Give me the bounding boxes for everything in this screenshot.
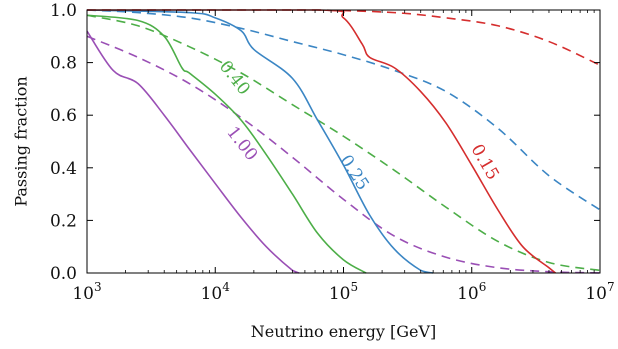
- tick-layer: 103 104 105 106 107 0.0 0.2 0.4 0.6 0.8 1.0: [50, 1, 615, 304]
- x-tick-label: 105: [329, 280, 358, 304]
- x-tick-label: 107: [585, 280, 614, 304]
- series-line-6-dashed: [86, 9, 601, 211]
- y-tick-label: 1.0: [50, 1, 77, 21]
- series-line-5-solid: [86, 9, 434, 274]
- series-line-7-solid: [86, 9, 557, 274]
- y-tick-label: 0.6: [50, 106, 77, 126]
- series-line-1-solid: [86, 30, 300, 274]
- x-tick-label: 103: [72, 280, 101, 304]
- y-tick-label: 0.4: [50, 159, 77, 179]
- series-line-4-dashed: [86, 14, 601, 272]
- x-axis-title: Neutrino energy [GeV]: [251, 322, 437, 341]
- y-tick-label: 0.2: [50, 211, 77, 231]
- y-tick-label: 0.8: [50, 54, 77, 74]
- x-tick-label: 104: [201, 280, 231, 304]
- x-tick-label: 106: [457, 280, 486, 304]
- y-axis-title: Passing fraction: [12, 76, 31, 206]
- series-line-2-dashed: [86, 35, 601, 274]
- series-layer: [86, 9, 601, 274]
- y-tick-label: 0.0: [50, 264, 77, 284]
